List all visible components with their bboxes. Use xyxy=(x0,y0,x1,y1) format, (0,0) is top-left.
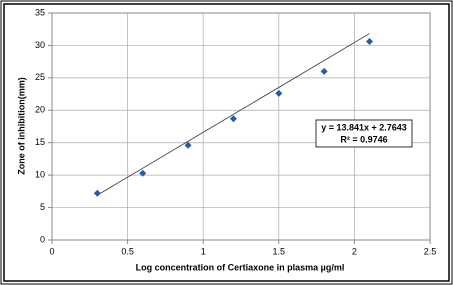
plot-border xyxy=(51,12,431,241)
y-tick-label: 25 xyxy=(35,72,45,82)
x-tick-label: 0 xyxy=(49,246,54,256)
data-point xyxy=(366,38,374,46)
y-tick-label: 35 xyxy=(35,7,45,17)
trendline xyxy=(97,33,370,196)
data-point xyxy=(275,89,283,97)
inner-frame xyxy=(3,3,450,282)
equation-box xyxy=(315,119,413,148)
y-tick-label: 5 xyxy=(40,202,45,212)
x-tick-label: 1 xyxy=(201,246,206,256)
y-tick-label: 20 xyxy=(35,105,45,115)
x-axis-title: Log concentration of Certiaxone in plasm… xyxy=(136,262,345,272)
y-tick-label: 30 xyxy=(35,40,45,50)
data-point xyxy=(139,169,147,177)
trendline-equation: y = 13.841x + 2.7643 xyxy=(321,122,407,132)
x-tick-label: 2 xyxy=(352,246,357,256)
data-point xyxy=(320,67,328,75)
data-point xyxy=(229,115,237,123)
trendline-r-squared: R² = 0.9746 xyxy=(340,134,387,144)
data-point xyxy=(184,141,192,149)
data-point xyxy=(93,189,101,197)
x-tick-label: 2.5 xyxy=(424,246,437,256)
y-axis-title: Zone of inhibition(mm) xyxy=(16,77,26,174)
x-tick-label: 0.5 xyxy=(121,246,134,256)
x-tick-label: 1.5 xyxy=(273,246,286,256)
y-tick-label: 10 xyxy=(35,170,45,180)
y-tick-label: 15 xyxy=(35,137,45,147)
y-tick-label: 0 xyxy=(40,234,45,244)
